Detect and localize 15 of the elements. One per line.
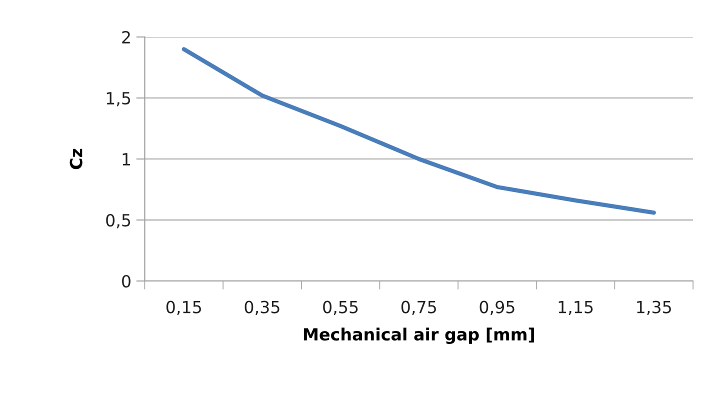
x-tick-label: 0,15 — [166, 300, 201, 316]
y-tick-label: 2 — [122, 30, 130, 44]
y-tick-label: 1 — [122, 153, 130, 166]
x-tick-label: 0,55 — [323, 300, 358, 316]
line-series — [182, 47, 656, 215]
y-tick-label: 0 — [122, 274, 130, 288]
x-tick-label: 1,35 — [637, 300, 671, 316]
x-tick-label: 0,75 — [401, 300, 436, 316]
y-axis-title: Cz — [70, 148, 82, 170]
x-tick-label: 1,15 — [558, 300, 593, 316]
x-axis-title: Mechanical air gap [mm] — [304, 328, 534, 344]
y-tick-label: 0,5 — [106, 214, 130, 228]
x-tick-label: 0,35 — [244, 300, 280, 316]
y-tick-label: 1,5 — [106, 92, 130, 106]
x-tick-label: 0,95 — [480, 300, 514, 316]
